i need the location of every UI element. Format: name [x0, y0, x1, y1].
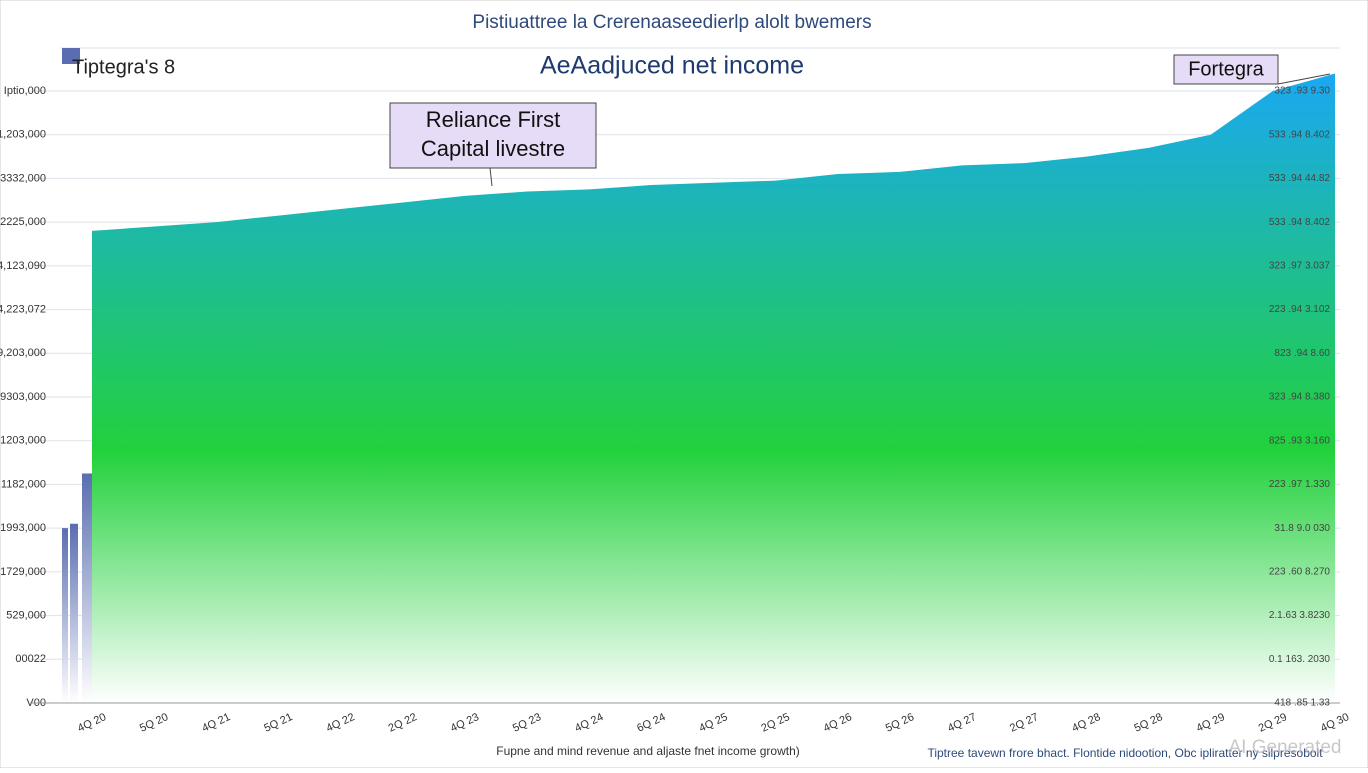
right-label: 0.1 163. 2030	[1269, 654, 1331, 665]
y-tick-label: 1203,000	[0, 435, 46, 447]
y-tick-label: 4,123,090	[0, 260, 46, 272]
annotation-text: Fortegra	[1188, 58, 1264, 80]
source: Tiptree tavewn frore bhact. Flontide nid…	[927, 746, 1323, 760]
footer: Fupne and mind revenue and aljaste fnet …	[496, 744, 800, 758]
right-label: 323 .93 9.30	[1274, 86, 1330, 97]
y-tick-label: 529,000	[6, 609, 46, 621]
y-tick-label: 1,203,000	[0, 129, 46, 141]
area	[92, 73, 1335, 703]
y-tick-label: 00022	[15, 653, 46, 665]
chart-title: Pistiuattree la Crerenaaseedierlp alolt …	[472, 12, 871, 33]
legend-swatch	[62, 48, 80, 64]
y-tick-label: 1729,000	[0, 566, 46, 578]
y-tick-label: 4,223,072	[0, 303, 46, 315]
annotation: Reliance First Capital livestre	[389, 102, 597, 187]
right-label: 223 .94 3.102	[1269, 304, 1331, 315]
right-label: 223 .60 8.270	[1269, 566, 1331, 577]
right-label: 2.1.63 3.8230	[1269, 610, 1331, 621]
y-tick-label: Iptio,000	[4, 85, 46, 97]
right-label: 825 .93 3.160	[1269, 435, 1331, 446]
bar	[82, 473, 92, 703]
y-tick-label: 1993,000	[0, 522, 46, 534]
legend-label: Tiptegra's 8	[72, 56, 175, 78]
right-label: 223 .97 1.330	[1269, 479, 1331, 490]
right-label: 533 .94 8.402	[1269, 217, 1331, 228]
right-label: 418 .85 1.33	[1274, 698, 1330, 709]
y-tick-label: 2225,000	[0, 216, 46, 228]
watermark: AI Generated	[1228, 737, 1341, 758]
y-tick-label: 1182,000	[1, 478, 46, 490]
bar	[62, 528, 68, 703]
right-label: 533 .94 44.82	[1269, 173, 1331, 184]
y-tick-label: 9,203,000	[0, 347, 46, 359]
right-label: 31.8 9.0 030	[1274, 523, 1330, 534]
annotation-text: Reliance First Capital livestre	[420, 107, 566, 161]
right-label: 533 .94 8.402	[1269, 129, 1331, 140]
right-label: 323 .97 3.037	[1269, 260, 1331, 271]
right-label: 323 .94 8.380	[1269, 392, 1331, 403]
bar	[70, 523, 78, 703]
annotation: Fortegra	[1173, 54, 1331, 85]
right-label: 823 .94 8.60	[1274, 348, 1330, 359]
y-tick-label: 9303,000	[0, 391, 46, 403]
y-tick-label: 3332,000	[0, 172, 46, 184]
chart-subtitle: AeAadjuced net income	[540, 52, 804, 80]
